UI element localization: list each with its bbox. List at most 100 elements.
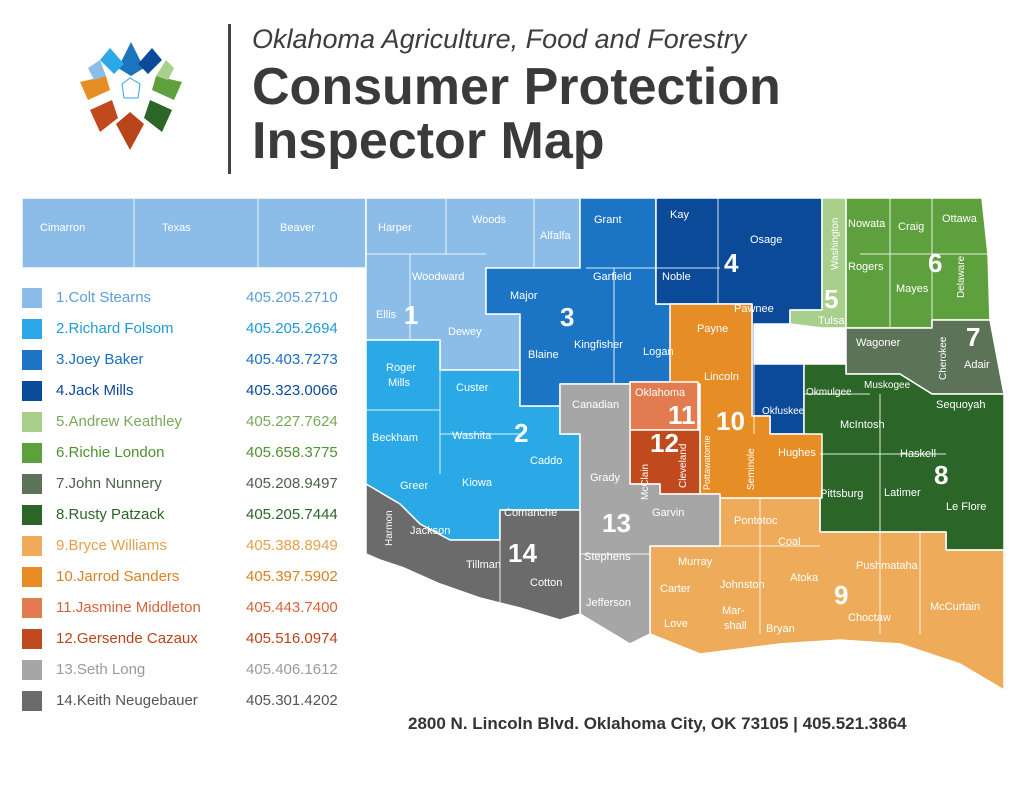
county-label-greer: Greer bbox=[400, 480, 428, 492]
county-label-cotton: Cotton bbox=[530, 577, 562, 589]
inspector-name-text: Seth Long bbox=[76, 661, 146, 678]
county-label-roger-mills: Roger bbox=[386, 362, 416, 374]
legend-row: 1.Colt Stearns 405.205.2710 bbox=[22, 286, 362, 308]
county-label-nowata: Nowata bbox=[848, 218, 886, 230]
county-label-osage: Osage bbox=[750, 234, 782, 246]
county-label-creek: Creek bbox=[762, 343, 792, 355]
district-number-3: 3 bbox=[560, 302, 574, 332]
district-number-label: 5. bbox=[56, 413, 69, 430]
inspector-name-text: Richard Folsom bbox=[68, 320, 174, 337]
county-label-kingfisher: Kingfisher bbox=[574, 339, 623, 351]
county-label-pittsburg: Pittsburg bbox=[820, 488, 863, 500]
inspector-name-text: Rusty Patzack bbox=[68, 506, 165, 523]
district-number-2: 2 bbox=[514, 418, 528, 448]
inspector-name-text: Joey Baker bbox=[68, 351, 144, 368]
county-label-kay: Kay bbox=[670, 209, 689, 221]
county-label-cimarron: Cimarron bbox=[40, 222, 85, 234]
inspector-phone: 405.516.0974 bbox=[246, 630, 338, 647]
inspector-name: 12.Gersende Cazaux bbox=[56, 630, 198, 647]
county-label-coal: Coal bbox=[778, 536, 801, 548]
county-label-latimer: Latimer bbox=[884, 487, 921, 499]
legend-color-swatch bbox=[22, 567, 42, 587]
county-label-bryan: Bryan bbox=[766, 623, 795, 635]
county-label-roger-mills-2: Mills bbox=[388, 377, 410, 389]
county-label-rogers: Rogers bbox=[848, 261, 884, 273]
legend-row: 3.Joey Baker 405.403.7273 bbox=[22, 348, 362, 370]
legend-row: 2.Richard Folsom 405.205.2694 bbox=[22, 317, 362, 339]
legend-row: 4.Jack Mills 405.323.0066 bbox=[22, 379, 362, 401]
inspector-phone: 405.406.1612 bbox=[246, 661, 338, 678]
district-number-label: 2. bbox=[56, 320, 69, 337]
county-label-noble: Noble bbox=[662, 271, 691, 283]
county-label-kiowa: Kiowa bbox=[462, 477, 493, 489]
county-label-custer: Custer bbox=[456, 382, 489, 394]
county-label-tillman: Tillman bbox=[466, 559, 501, 571]
title-line-2: Inspector Map bbox=[252, 112, 605, 170]
county-label-ottawa: Ottawa bbox=[942, 213, 978, 225]
legend-color-swatch bbox=[22, 350, 42, 370]
district-number-label: 1. bbox=[56, 289, 69, 306]
district-number-label: 10. bbox=[56, 568, 77, 585]
inspector-phone: 405.208.9497 bbox=[246, 475, 338, 492]
inspector-name-text: Bryce Williams bbox=[68, 537, 167, 554]
legend-row: 11.Jasmine Middleton 405.443.7400 bbox=[22, 596, 362, 618]
inspector-name: 4.Jack Mills bbox=[56, 382, 134, 399]
county-label-jackson: Jackson bbox=[410, 525, 450, 537]
county-label-pottawatomie: Pottawatomie bbox=[702, 435, 712, 490]
inspector-name: 10.Jarrod Sanders bbox=[56, 568, 179, 585]
county-label-atoka: Atoka bbox=[790, 572, 819, 584]
inspector-name: 8.Rusty Patzack bbox=[56, 506, 164, 523]
legend-color-swatch bbox=[22, 381, 42, 401]
legend-color-swatch bbox=[22, 412, 42, 432]
legend-row: 12.Gersende Cazaux 405.516.0974 bbox=[22, 627, 362, 649]
county-label-craig: Craig bbox=[898, 221, 924, 233]
inspector-name-text: Andrew Keathley bbox=[68, 413, 182, 430]
legend-color-swatch bbox=[22, 598, 42, 618]
county-label-comanche: Comanche bbox=[504, 507, 557, 519]
district-13-region bbox=[559, 383, 721, 645]
legend-row: 7.John Nunnery 405.208.9497 bbox=[22, 472, 362, 494]
inspector-name: 13.Seth Long bbox=[56, 661, 145, 678]
inspector-phone: 405.397.5902 bbox=[246, 568, 338, 585]
county-label-johnston: Johnston bbox=[720, 579, 765, 591]
legend-row: 6.Richie London 405.658.3775 bbox=[22, 441, 362, 463]
county-label-mccurtain: McCurtain bbox=[930, 601, 980, 613]
county-label-payne: Payne bbox=[697, 323, 728, 335]
legend-color-swatch bbox=[22, 691, 42, 711]
county-label-delaware: Delaware bbox=[956, 255, 967, 298]
county-label-mayes: Mayes bbox=[896, 283, 929, 295]
title-line-1: Consumer Protection bbox=[252, 58, 781, 116]
legend-row: 8.Rusty Patzack 405.205.7444 bbox=[22, 503, 362, 525]
inspector-phone: 405.658.3775 bbox=[246, 444, 338, 461]
inspector-name: 11.Jasmine Middleton bbox=[56, 599, 201, 616]
legend-color-swatch bbox=[22, 629, 42, 649]
county-label-pushmataha: Pushmataha bbox=[856, 560, 919, 572]
county-label-cleveland: Cleveland bbox=[678, 444, 689, 488]
county-label-seminole: Seminole bbox=[746, 448, 757, 490]
county-label-okfuskee: Okfuskee bbox=[762, 406, 805, 417]
inspector-name: 5.Andrew Keathley bbox=[56, 413, 182, 430]
district-number-9: 9 bbox=[834, 580, 848, 610]
county-label-carter: Carter bbox=[660, 583, 691, 595]
county-label-stephens: Stephens bbox=[584, 551, 631, 563]
county-label-love: Love bbox=[664, 618, 688, 630]
county-label-haskell: Haskell bbox=[900, 448, 936, 460]
county-label-harmon: Harmon bbox=[384, 510, 395, 546]
legend-color-swatch bbox=[22, 536, 42, 556]
county-label-woodward: Woodward bbox=[412, 271, 464, 283]
district-number-label: 4. bbox=[56, 382, 69, 399]
district-number-8: 8 bbox=[934, 460, 948, 490]
county-label-washington: Washington bbox=[830, 218, 841, 270]
county-label-hughes: Hughes bbox=[778, 447, 816, 459]
district-number-label: 7. bbox=[56, 475, 69, 492]
inspector-name: 7.John Nunnery bbox=[56, 475, 162, 492]
district-number-label: 11. bbox=[56, 599, 76, 616]
county-label-ellis: Ellis bbox=[376, 309, 397, 321]
oklahoma-district-map: Cimarron Texas Beaver Harper Woods Alfal… bbox=[21, 197, 1005, 691]
odafff-star-logo bbox=[80, 42, 182, 150]
inspector-phone: 405.205.2694 bbox=[246, 320, 338, 337]
legend-color-swatch bbox=[22, 443, 42, 463]
district-10-region bbox=[669, 303, 823, 499]
county-label-major: Major bbox=[510, 290, 538, 302]
legend-row: 5.Andrew Keathley 405.227.7624 bbox=[22, 410, 362, 432]
